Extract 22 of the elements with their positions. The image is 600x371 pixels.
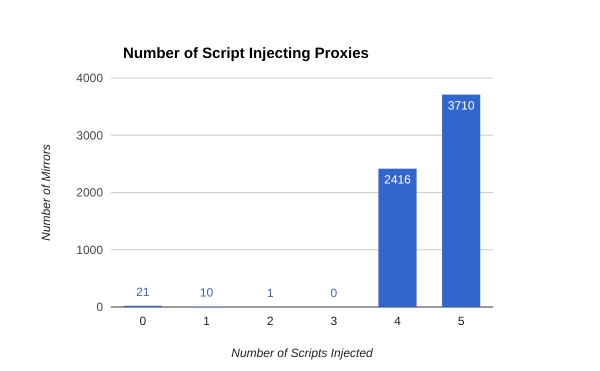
- x-tick-label: 2: [266, 314, 274, 328]
- x-tick-label: 3: [330, 314, 338, 328]
- y-tick-label: 0: [96, 300, 104, 314]
- bar: [442, 94, 480, 307]
- data-label: 2416: [384, 172, 412, 187]
- x-tick-label: 5: [458, 314, 465, 328]
- x-tick-label: 1: [203, 314, 210, 328]
- x-axis-title: Number of Scripts Injected: [231, 346, 374, 360]
- data-label: 0: [330, 286, 338, 300]
- y-tick-label: 1000: [76, 242, 104, 257]
- x-tick-label: 4: [394, 314, 402, 328]
- data-label: 1: [266, 286, 274, 300]
- bar: [378, 168, 417, 307]
- y-axis-title: Number of Mirrors: [39, 144, 53, 241]
- y-tick-label: 2000: [76, 186, 104, 200]
- chart-title: Number of Script Injecting Proxies: [123, 45, 369, 62]
- data-label: 21: [136, 284, 150, 299]
- y-tick-label: 4000: [76, 71, 104, 85]
- data-label: 10: [200, 285, 214, 300]
- x-tick-label: 0: [139, 314, 146, 328]
- data-label: 3710: [448, 98, 475, 113]
- y-tick-label: 3000: [76, 128, 104, 142]
